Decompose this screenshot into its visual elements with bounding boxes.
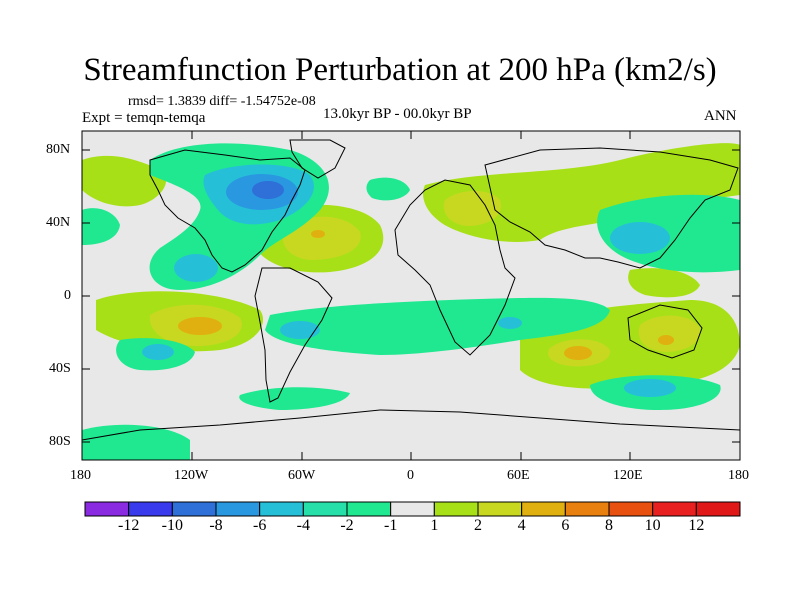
colorbar-label: 2	[474, 517, 482, 534]
green-low-western-north-pacific	[82, 208, 120, 245]
lime-band-eurasia	[423, 143, 740, 242]
coast-antarctica	[82, 409, 740, 441]
colorbar-box	[302, 501, 348, 517]
green-low-tropics	[265, 297, 610, 355]
lime-band-north-atlantic	[82, 155, 167, 207]
colorbar-label: -12	[117, 517, 140, 534]
lime-band-far-east	[628, 268, 700, 298]
experiment-label: Expt = temqn-temqa	[82, 110, 206, 126]
colorbar-box	[215, 501, 261, 517]
period-label: 13.0kyr BP - 00.0kyr BP	[323, 106, 472, 122]
plot-title: Streamfunction Perturbation at 200 hPa (…	[83, 52, 717, 88]
lat-tick: 0	[64, 288, 71, 303]
core-indian-ocean	[564, 346, 592, 360]
colorbar-label: -1	[383, 517, 398, 534]
core-south-pacific	[178, 317, 222, 335]
colorbar-label: 1	[430, 517, 439, 534]
colorbar-box	[390, 501, 435, 517]
lon-tick: 120W	[174, 468, 209, 483]
coast-north-america	[149, 149, 306, 273]
low-north-pacific	[174, 254, 218, 282]
lon-tick: 120E	[613, 468, 643, 483]
colorbar-box	[564, 501, 610, 517]
colorbar-box	[477, 501, 523, 517]
core-north-america-inner	[252, 181, 284, 199]
colorbar-box	[128, 501, 173, 517]
stats-text: rmsd= 1.3839 diff= -1.54752e-08	[128, 94, 316, 109]
colorbar-label: -2	[340, 517, 354, 534]
season-label: ANN	[704, 108, 737, 124]
lat-tick: 40S	[49, 361, 71, 376]
coast-europe-africa	[394, 179, 516, 356]
lon-tick: 180	[728, 468, 749, 483]
core-north-atlantic	[311, 230, 325, 238]
colorbar-box	[652, 501, 697, 517]
colorbar-label: 12	[688, 517, 705, 534]
colorbar-label: 10	[644, 517, 661, 534]
colorbar-label: -6	[252, 517, 267, 534]
colorbar-box	[171, 501, 217, 517]
axis-ticks	[81, 131, 741, 460]
coast-greenland	[289, 139, 346, 179]
colorbar-label: 6	[561, 517, 570, 534]
core-australia	[658, 335, 674, 345]
lat-tick: 80N	[46, 142, 71, 157]
colorbar-box	[346, 501, 392, 517]
green-low-south-atlantic	[239, 387, 350, 410]
high-north-atlantic	[282, 216, 361, 260]
coast-south-america	[254, 267, 333, 403]
colorbar-label: 4	[517, 517, 526, 534]
coast-asia	[484, 147, 739, 269]
low-southern-ocean	[624, 379, 676, 397]
contour-field	[82, 131, 740, 460]
lon-tick: 180	[70, 468, 91, 483]
colorbar-box	[259, 501, 304, 517]
high-australia	[638, 315, 701, 352]
colorbar-box	[433, 501, 479, 517]
colorbar-label: -10	[161, 517, 183, 534]
lat-tick: 40N	[46, 215, 71, 230]
colorbar-box	[84, 501, 130, 517]
colorbar-label: -4	[296, 517, 310, 534]
coast-australia	[627, 304, 703, 359]
low-southern-pacific	[142, 344, 174, 360]
green-low-arctic	[366, 177, 410, 201]
lat-tick: 80S	[49, 434, 71, 449]
low-south-atlantic	[280, 321, 320, 339]
high-eastern-europe	[443, 191, 501, 226]
colorbar-label: -8	[209, 517, 223, 534]
colorbar-label: 8	[605, 517, 613, 534]
low-indian-tropics	[498, 317, 522, 329]
low-west-pacific	[610, 222, 670, 254]
lon-tick: 60E	[507, 468, 530, 483]
colorbar	[84, 501, 741, 517]
green-low-antarctic	[82, 424, 190, 460]
colorbar-box	[608, 501, 654, 517]
lon-tick: 60W	[288, 468, 316, 483]
lon-tick: 0	[407, 468, 414, 483]
colorbar-box	[521, 501, 566, 517]
coastlines	[82, 139, 740, 441]
colorbar-box	[695, 501, 741, 517]
